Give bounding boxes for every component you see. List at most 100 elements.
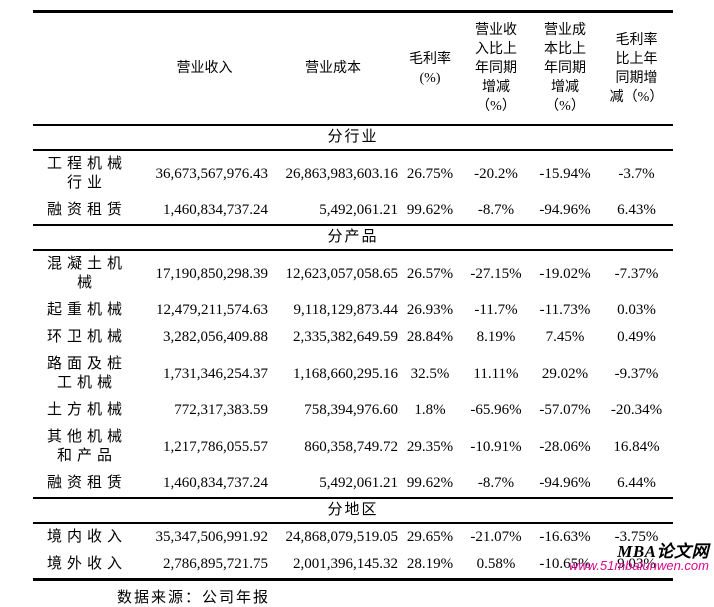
cost-cell: 26,863,983,603.16 [285, 165, 399, 182]
row-label-cell: 工程机械 行业 [46, 156, 127, 191]
cost-cell: 758,394,976.60 [304, 402, 398, 418]
table-row: 境外收入 2,786,895,721.75 2,001,396,145.32 28.1… [33, 551, 673, 580]
header-revenue: 营业收入 [141, 11, 268, 126]
table-row: 其他机械 和产品 1,217,786,055.57 860,358,749.72 29… [33, 424, 673, 470]
cost-cell: 24,868,079,519.05 [285, 529, 399, 545]
revenue-yoy-cell: -8.7% [477, 475, 515, 491]
revenue-cell: 1,460,834,737.24 [163, 475, 268, 491]
section-row: 分行业 [33, 124, 673, 151]
row-label-cell: 土方机械 [46, 402, 127, 418]
cost-cell: 5,492,061.21 [319, 475, 398, 491]
table-row: 环卫机械 3,282,056,409.88 2,335,382,649.59 28.8… [33, 324, 673, 351]
revenue-cell: 3,282,056,409.88 [163, 329, 268, 345]
financial-table-container: 营业收入 营业成本 毛利率 (%) 营业收 入比上 年同期 增减 （%） 营业成… [33, 10, 673, 607]
header-cost-yoy: 营业成 本比上 年同期 增减 （%） [530, 11, 600, 126]
cost-cell: 5,492,061.21 [319, 202, 398, 218]
cost-yoy-cell: -16.63% [539, 529, 591, 545]
margin-yoy-cell: 9.03% [617, 556, 656, 572]
revenue-cell: 17,190,850,298.39 [155, 265, 269, 282]
cost-yoy-cell: -11.73% [539, 302, 591, 318]
table-row: 土方机械 772,317,383.59 758,394,976.60 1.8% -65.… [33, 397, 673, 424]
margin-yoy-cell: -3.75% [614, 529, 659, 545]
cost-yoy-cell: -15.94% [539, 165, 591, 182]
cost-cell: 1,168,660,295.16 [293, 365, 398, 382]
revenue-yoy-cell: -10.91% [470, 438, 522, 455]
table-header: 营业收入 营业成本 毛利率 (%) 营业收 入比上 年同期 增减 （%） 营业成… [33, 11, 673, 126]
row-label-cell: 起重机械 [46, 302, 127, 318]
table-row: 路面及桩 工机械 1,731,346,254.37 1,168,660,295.16… [33, 351, 673, 397]
row-label-cell: 境内收入 [46, 529, 127, 545]
margin-cell: 29.35% [406, 438, 454, 455]
revenue-cell: 1,217,786,055.57 [163, 438, 268, 455]
revenue-cell: 1,460,834,737.24 [163, 202, 268, 218]
revenue-yoy-cell: 8.19% [476, 329, 516, 345]
row-label-cell: 环卫机械 [46, 329, 127, 345]
margin-cell: 32.5% [410, 365, 450, 382]
revenue-cell: 12,479,211,574.63 [156, 302, 268, 318]
header-revenue-yoy: 营业收 入比上 年同期 增减 （%） [462, 11, 530, 126]
margin-yoy-cell: -3.7% [618, 165, 655, 182]
margin-yoy-cell: -20.34% [610, 402, 663, 418]
margin-cell: 29.65% [406, 529, 454, 545]
cost-cell: 2,335,382,649.59 [293, 329, 398, 345]
revenue-yoy-cell: -27.15% [470, 265, 522, 282]
margin-cell: 28.19% [406, 556, 454, 572]
margin-cell: 26.93% [406, 302, 454, 318]
watermark: MBA论文网 www.51mbalunwen.com [569, 542, 709, 573]
row-label-cell: 融资租赁 [46, 475, 127, 491]
revenue-cell: 2,786,895,721.75 [163, 556, 268, 572]
margin-yoy-cell: 0.49% [617, 329, 656, 345]
revenue-cell: 36,673,567,976.43 [155, 165, 269, 182]
section-title: 分地区 [33, 497, 673, 524]
watermark-site-name: MBA论文网 [617, 542, 709, 561]
row-label-cell: 路面及桩 工机械 [46, 356, 127, 391]
row-label-cell: 融资租赁 [46, 202, 127, 218]
section-row: 分地区 [33, 497, 673, 524]
cost-cell: 860,358,749.72 [304, 438, 398, 455]
header-rowlabel [33, 11, 141, 126]
cost-yoy-cell: -10.65% [539, 556, 591, 572]
row-label-cell: 其他机械 和产品 [46, 429, 127, 464]
header-row: 营业收入 营业成本 毛利率 (%) 营业收 入比上 年同期 增减 （%） 营业成… [33, 11, 673, 126]
margin-cell: 26.75% [406, 165, 454, 182]
margin-yoy-cell: 0.03% [617, 302, 656, 318]
table-body: 分行业工程机械 行业 36,673,567,976.43 26,863,983,60… [33, 124, 673, 580]
section-row: 分产品 [33, 224, 673, 251]
table-row: 融资租赁 1,460,834,737.24 5,492,061.21 99.62% -8… [33, 470, 673, 498]
cost-yoy-cell: -94.96% [539, 202, 591, 218]
cost-yoy-cell: 29.02% [541, 365, 589, 382]
table-row: 工程机械 行业 36,673,567,976.43 26,863,983,603.1… [33, 150, 673, 197]
table-row: 起重机械 12,479,211,574.63 9,118,129,873.44 26.… [33, 297, 673, 324]
cost-yoy-cell: -94.96% [539, 475, 591, 491]
margin-yoy-cell: 6.44% [617, 475, 656, 491]
cost-cell: 2,001,396,145.32 [293, 556, 398, 572]
revenue-cell: 1,731,346,254.37 [163, 365, 268, 382]
segment-revenue-table: 营业收入 营业成本 毛利率 (%) 营业收 入比上 年同期 增减 （%） 营业成… [33, 10, 673, 581]
row-label-cell: 混凝土机 械 [46, 256, 127, 291]
revenue-yoy-cell: -11.7% [474, 302, 518, 318]
section-title: 分行业 [33, 124, 673, 151]
cost-yoy-cell: -57.07% [539, 402, 591, 418]
cost-cell: 12,623,057,058.65 [285, 265, 399, 282]
margin-yoy-cell: -7.37% [614, 265, 659, 282]
margin-cell: 1.8% [414, 402, 446, 418]
cost-cell: 9,118,129,873.44 [293, 302, 398, 318]
margin-yoy-cell: 6.43% [617, 202, 656, 218]
header-cost: 营业成本 [268, 11, 398, 126]
data-source-note: 数据来源：公司年报 [117, 590, 271, 606]
row-label-cell: 境外收入 [46, 556, 127, 572]
table-row: 融资租赁 1,460,834,737.24 5,492,061.21 99.62% -8… [33, 197, 673, 225]
revenue-yoy-cell: -65.96% [470, 402, 522, 418]
revenue-cell: 35,347,506,991.92 [155, 529, 269, 545]
revenue-yoy-cell: 11.11% [473, 365, 519, 382]
margin-cell: 99.62% [406, 475, 454, 491]
header-margin: 毛利率 (%) [398, 11, 462, 126]
revenue-yoy-cell: -8.7% [477, 202, 515, 218]
revenue-yoy-cell: -20.2% [474, 165, 518, 182]
margin-yoy-cell: -9.37% [614, 365, 659, 382]
cost-yoy-cell: -28.06% [539, 438, 591, 455]
revenue-yoy-cell: 0.58% [476, 556, 516, 572]
cost-yoy-cell: 7.45% [545, 329, 585, 345]
table-row: 混凝土机 械 17,190,850,298.39 12,623,057,058.65… [33, 250, 673, 297]
section-title: 分产品 [33, 224, 673, 251]
